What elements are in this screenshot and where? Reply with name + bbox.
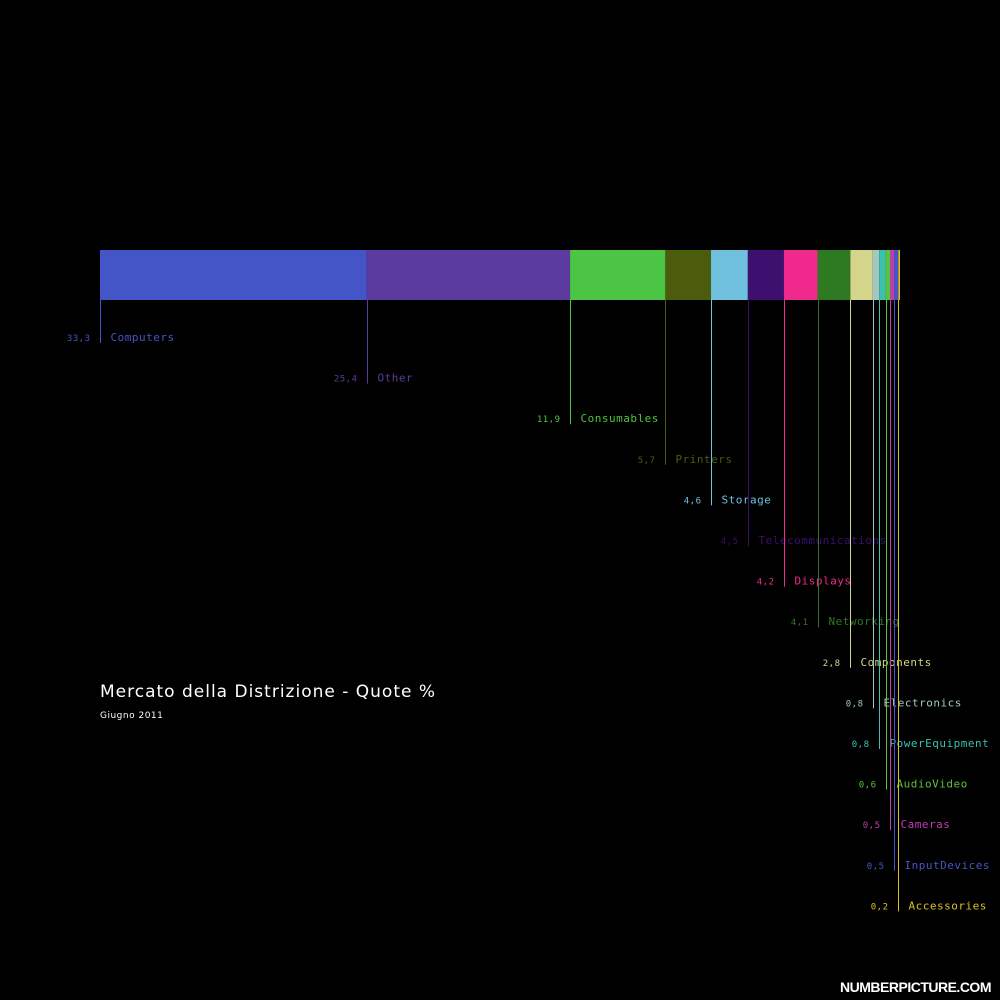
value-label-electronics: 0,8 [846,699,864,709]
value-label-inputdevices: 0,5 [867,862,885,872]
category-label-displays: Displays [795,575,852,588]
value-label-consumables: 11,9 [537,415,561,425]
category-label-other: Other [378,372,414,385]
bar-segment-audiovideo [885,250,891,300]
category-label-inputdevices: InputDevices [905,859,990,872]
bar-segment-storage [711,250,748,300]
bar-segment-printers [665,250,712,300]
bar-segment-electronics [872,250,880,300]
bar-segment-components [850,250,873,300]
category-label-powerequipment: PowerEquipment [890,737,990,750]
value-label-printers: 5,7 [638,456,656,466]
bar-segment-cameras [890,250,895,300]
category-label-components: Components [861,656,932,669]
category-label-printers: Printers [676,453,733,466]
value-label-storage: 4,6 [684,496,702,506]
bar-segment-networking [817,250,851,300]
value-label-computers: 33,3 [67,334,91,344]
brand-watermark: NUMBERPICTURE.COM [840,979,991,995]
category-label-storage: Storage [722,493,772,506]
bar-segment-powerequipment [879,250,886,300]
value-label-other: 25,4 [334,375,358,385]
bar-segment-inputdevices [894,250,899,300]
value-label-accessories: 0,2 [871,902,889,912]
category-label-accessories: Accessories [909,899,987,912]
bar-segment-computers [100,250,367,300]
bar-segment-other [366,250,571,300]
category-label-electronics: Electronics [884,696,962,709]
bar-segment-telecommunications [747,250,784,300]
value-label-networking: 4,1 [791,618,809,628]
chart-title: Mercato della Distrizione - Quote % [100,682,437,702]
bar-segment-displays [783,250,818,300]
bar-segment-consumables [570,250,666,300]
value-label-telecommunications: 4,5 [721,537,739,547]
bar-segment-accessories [898,250,900,300]
category-label-cameras: Cameras [901,818,951,831]
value-label-audiovideo: 0,6 [859,781,877,791]
category-label-audiovideo: AudioVideo [897,778,968,791]
category-label-telecommunications: Telecommunications [759,534,887,547]
value-label-components: 2,8 [823,659,841,669]
category-label-computers: Computers [111,331,175,344]
value-label-cameras: 0,5 [863,821,881,831]
category-label-consumables: Consumables [581,412,659,425]
category-label-networking: Networking [829,615,900,628]
chart-subtitle: Giugno 2011 [100,711,164,721]
value-label-powerequipment: 0,8 [852,740,870,750]
value-label-displays: 4,2 [757,578,775,588]
